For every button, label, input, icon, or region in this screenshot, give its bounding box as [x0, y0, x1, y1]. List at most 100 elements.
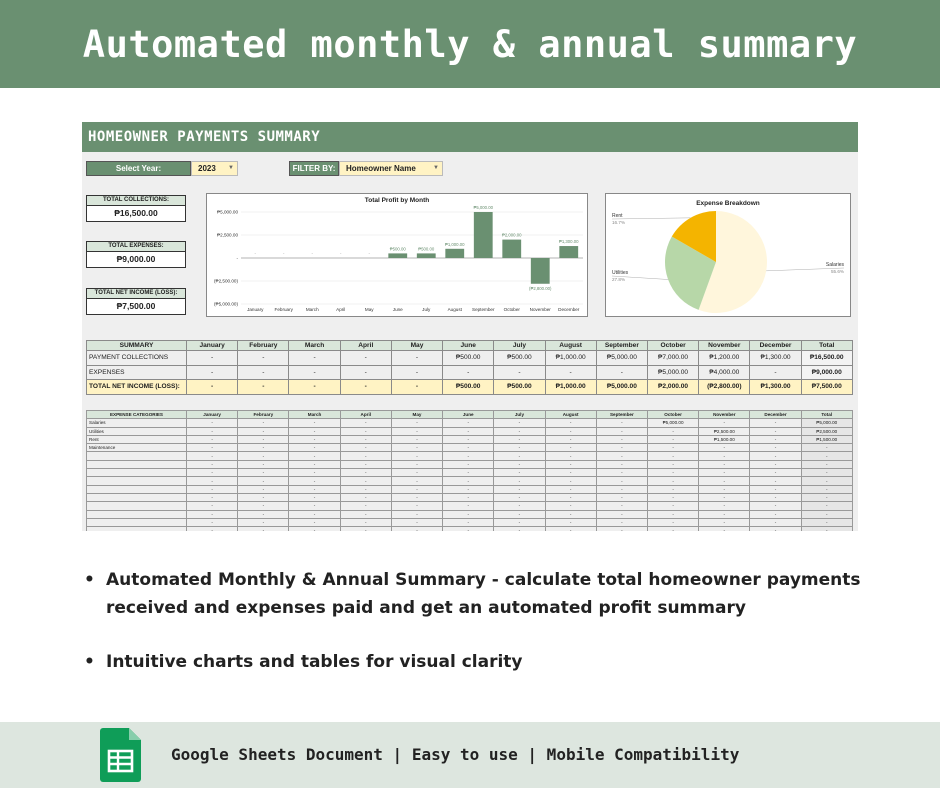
table-cell[interactable]: -	[185, 468, 239, 478]
table-cell[interactable]: -	[749, 418, 802, 428]
table-cell[interactable]: -	[442, 451, 495, 461]
table-cell[interactable]: -	[237, 501, 290, 511]
table-cell[interactable]: -	[185, 492, 239, 503]
row-label[interactable]	[86, 526, 187, 531]
table-cell[interactable]: -	[237, 526, 290, 531]
table-cell[interactable]: -	[800, 476, 853, 486]
table-cell[interactable]: -	[749, 492, 802, 503]
row-label[interactable]	[86, 501, 187, 511]
row-label[interactable]	[86, 509, 187, 519]
table-cell[interactable]: -	[339, 476, 392, 486]
table-cell[interactable]: -	[185, 434, 239, 445]
table-cell[interactable]: ₱1,200.00	[698, 350, 751, 366]
table-cell[interactable]: -	[595, 451, 648, 461]
table-cell[interactable]: -	[237, 517, 290, 528]
table-cell[interactable]: -	[237, 484, 290, 494]
table-cell[interactable]: -	[493, 517, 546, 528]
table-cell[interactable]: -	[339, 364, 392, 380]
table-cell[interactable]: -	[185, 501, 239, 511]
table-cell[interactable]: ₱1,300.00	[749, 379, 802, 395]
table-cell[interactable]: -	[544, 476, 597, 486]
table-cell[interactable]: -	[698, 517, 751, 528]
table-cell[interactable]: -	[749, 484, 802, 494]
row-label[interactable]: TOTAL NET INCOME (LOSS):	[86, 379, 187, 395]
row-label[interactable]: PAYMENT COLLECTIONS	[86, 350, 187, 366]
table-cell[interactable]: -	[595, 484, 648, 494]
year-dropdown[interactable]: 2023 ▼	[191, 161, 238, 176]
table-cell[interactable]: -	[185, 526, 239, 531]
row-label[interactable]: EXPENSES	[86, 364, 187, 380]
table-cell[interactable]: ₱500.00	[442, 350, 495, 366]
table-cell[interactable]: -	[339, 526, 392, 531]
table-cell[interactable]: ₱5,000.00	[646, 364, 700, 380]
table-cell[interactable]: -	[288, 459, 341, 470]
table-cell[interactable]: -	[544, 418, 597, 428]
table-cell[interactable]: -	[698, 484, 751, 494]
table-cell[interactable]: -	[390, 418, 444, 428]
table-cell[interactable]: -	[800, 517, 853, 528]
row-label[interactable]: Maintenance	[86, 443, 187, 453]
table-cell[interactable]: -	[288, 526, 341, 531]
filter-dropdown[interactable]: Homeowner Name ▼	[339, 161, 443, 176]
table-cell[interactable]: -	[237, 509, 290, 519]
table-cell[interactable]: -	[646, 517, 700, 528]
table-cell[interactable]: -	[698, 476, 751, 486]
table-cell[interactable]: -	[800, 492, 853, 503]
table-cell[interactable]: -	[493, 443, 546, 453]
table-cell[interactable]: -	[390, 364, 444, 380]
table-cell[interactable]: -	[595, 526, 648, 531]
table-cell[interactable]: ₱500.00	[493, 379, 546, 395]
row-label[interactable]: Utilities	[86, 426, 187, 436]
table-cell[interactable]: -	[749, 526, 802, 531]
table-cell[interactable]: -	[237, 492, 290, 503]
table-cell[interactable]: -	[390, 484, 444, 494]
table-cell[interactable]: -	[544, 434, 597, 445]
table-cell[interactable]: -	[493, 364, 546, 380]
table-cell[interactable]: -	[646, 443, 700, 453]
table-cell[interactable]: -	[339, 468, 392, 478]
table-cell[interactable]: -	[698, 526, 751, 531]
table-cell[interactable]: -	[390, 379, 444, 395]
table-cell[interactable]: -	[493, 526, 546, 531]
table-cell[interactable]: -	[800, 443, 853, 453]
table-cell[interactable]: ₱5,000.00	[800, 418, 853, 428]
table-cell[interactable]: -	[749, 517, 802, 528]
table-cell[interactable]: -	[646, 509, 700, 519]
table-cell[interactable]: -	[288, 517, 341, 528]
table-cell[interactable]: -	[185, 443, 239, 453]
table-cell[interactable]: -	[493, 451, 546, 461]
table-cell[interactable]: -	[698, 468, 751, 478]
table-cell[interactable]: -	[442, 476, 495, 486]
table-cell[interactable]: -	[390, 509, 444, 519]
table-cell[interactable]: -	[544, 451, 597, 461]
table-cell[interactable]: -	[544, 492, 597, 503]
table-cell[interactable]: ₱5,000.00	[646, 418, 700, 428]
table-cell[interactable]: -	[646, 434, 700, 445]
table-cell[interactable]: -	[288, 379, 341, 395]
table-cell[interactable]: -	[237, 434, 290, 445]
table-cell[interactable]: ₱1,000.00	[544, 350, 597, 366]
table-cell[interactable]: -	[288, 509, 341, 519]
table-cell[interactable]: -	[390, 350, 444, 366]
table-cell[interactable]: -	[646, 492, 700, 503]
table-cell[interactable]: -	[595, 468, 648, 478]
table-cell[interactable]: -	[339, 418, 392, 428]
table-cell[interactable]: -	[390, 434, 444, 445]
table-cell[interactable]: -	[493, 484, 546, 494]
table-cell[interactable]: -	[442, 443, 495, 453]
table-cell[interactable]: -	[442, 484, 495, 494]
table-cell[interactable]: -	[749, 451, 802, 461]
table-cell[interactable]: -	[288, 501, 341, 511]
table-cell[interactable]: -	[749, 501, 802, 511]
table-cell[interactable]: -	[595, 517, 648, 528]
table-cell[interactable]: -	[800, 451, 853, 461]
table-cell[interactable]: -	[698, 501, 751, 511]
row-label[interactable]	[86, 468, 187, 478]
table-cell[interactable]: -	[185, 364, 239, 380]
table-cell[interactable]: ₱2,500.00	[698, 426, 751, 436]
table-cell[interactable]: -	[442, 418, 495, 428]
table-cell[interactable]: -	[698, 418, 751, 428]
table-cell[interactable]: -	[390, 517, 444, 528]
table-cell[interactable]: -	[595, 443, 648, 453]
table-cell[interactable]: -	[237, 468, 290, 478]
